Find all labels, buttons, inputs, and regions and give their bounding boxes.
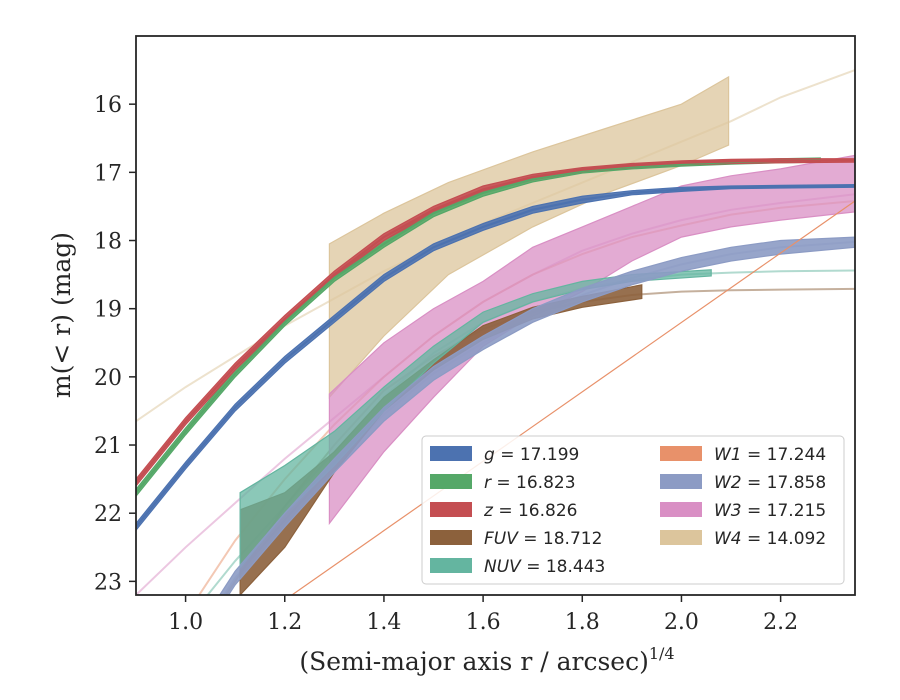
- legend-label-w1: W1 = 17.244: [714, 445, 826, 465]
- legend-swatch-nuv: [430, 558, 472, 573]
- x-tick-label: 2.2: [763, 610, 798, 635]
- legend-swatch-w2: [660, 474, 702, 489]
- plot-frame: [135, 35, 856, 596]
- y-tick-label: 20: [94, 366, 122, 391]
- legend-label-w4: W4 = 14.092: [714, 529, 826, 549]
- x-tick-label: 1.0: [168, 610, 203, 635]
- x-tick-label: 2.0: [664, 610, 699, 635]
- x-axis-label-exponent: 1/4: [649, 644, 675, 663]
- legend-label-r: r = 16.823: [484, 473, 576, 493]
- x-axis-label-text: (Semi-major axis r / arcsec): [299, 647, 648, 676]
- x-tick-label: 1.2: [267, 610, 302, 635]
- y-tick-label: 16: [94, 93, 122, 118]
- band-w3: [328, 154, 855, 526]
- y-tick-label: 17: [94, 161, 122, 186]
- x-tick-label: 1.6: [466, 610, 501, 635]
- y-tick-label: 23: [94, 570, 122, 595]
- series-layer: [136, 69, 855, 595]
- legend-swatch-w4: [660, 530, 702, 545]
- plot-area: 1.0 1.2 1.4 1.6 1.8 2.0 2.2 16 17 18 19 20 21 22 23: [94, 35, 856, 635]
- y-tick-label: 19: [94, 298, 122, 323]
- y-tick-label: 22: [94, 502, 122, 527]
- legend-swatch-z: [430, 502, 472, 517]
- legend-swatch-w3: [660, 502, 702, 517]
- legend-frame: [421, 435, 845, 585]
- legend-swatch-fuv: [430, 530, 472, 545]
- legend-label-nuv: NUV = 18.443: [484, 557, 605, 577]
- legend-label-w2: W2 = 17.858: [714, 473, 826, 493]
- legend-label-w3: W3 = 17.215: [714, 501, 826, 521]
- y-axis-label: m(< r) (mag): [47, 232, 76, 398]
- band-w2: [218, 236, 855, 595]
- y-tick-label: 21: [94, 434, 122, 459]
- x-axis-label: (Semi-major axis r / arcsec)1/4: [299, 644, 674, 676]
- legend-label-g: g = 17.199: [484, 445, 579, 465]
- y-tick-label: 18: [94, 230, 122, 255]
- legend-label-fuv: FUV = 18.712: [484, 529, 602, 549]
- band-w1: [290, 200, 855, 595]
- band-g: [136, 183, 855, 532]
- legend-swatch-g: [430, 446, 472, 461]
- legend: g = 17.199 r = 16.823 z = 16.826 FUV = 18.7…: [421, 435, 845, 585]
- line-z: [136, 159, 855, 484]
- line-g: [136, 184, 855, 528]
- x-tick-label: 1.4: [366, 610, 401, 635]
- y-axis-ticks: 16 17 18 19 20 21 22 23: [94, 93, 136, 595]
- band-w4: [328, 75, 730, 399]
- legend-swatch-w1: [660, 446, 702, 461]
- legend-swatch-r: [430, 474, 472, 489]
- x-axis-ticks: 1.0 1.2 1.4 1.6 1.8 2.0 2.2: [168, 595, 798, 635]
- legend-label-z: z = 16.826: [483, 501, 577, 521]
- x-tick-label: 1.8: [565, 610, 600, 635]
